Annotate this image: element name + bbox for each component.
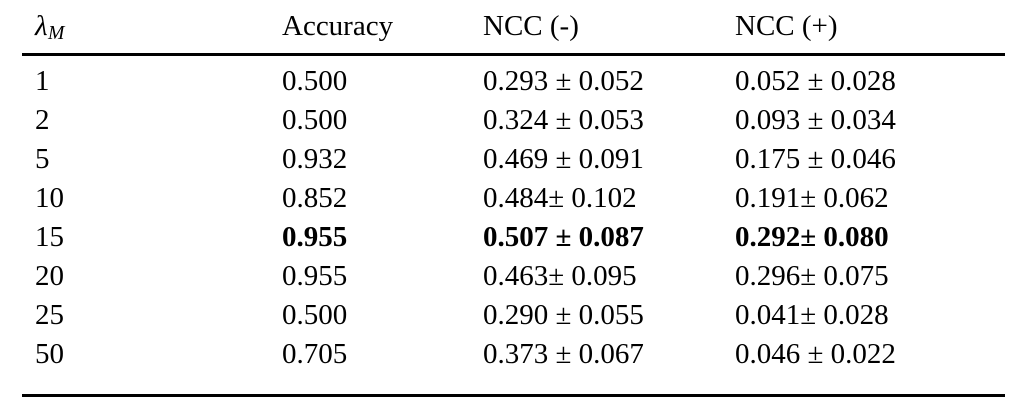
ncc-pos-cell: 0.175 ± 0.046 [735,143,896,175]
accuracy-cell: 0.705 [282,338,348,370]
ncc-pos-cell: 0.093 ± 0.034 [735,104,896,136]
ncc-neg-cell: 0.293 ± 0.052 [483,65,644,97]
column-header-ncc-neg: NCC (-) [483,0,735,56]
table-row: 1 0.500 0.293 ± 0.052 0.052 ± 0.028 [22,55,1005,102]
ncc-neg-cell: 0.469 ± 0.091 [483,143,644,175]
lambda-m-cell: 2 [35,104,50,136]
table-row: 10 0.852 0.484± 0.102 0.191± 0.062 [22,179,1005,218]
column-header-ncc-pos: NCC (+) [735,0,1005,56]
ncc-neg-cell: 0.373 ± 0.067 [483,338,644,370]
table-row: 2 0.500 0.324 ± 0.053 0.093 ± 0.034 [22,101,1005,140]
ncc-pos-cell: 0.296± 0.075 [735,260,889,292]
table-row: 25 0.500 0.290 ± 0.055 0.041± 0.028 [22,296,1005,335]
table-body: 1 0.500 0.293 ± 0.052 0.052 ± 0.028 2 0.… [22,55,1005,396]
ncc-pos-cell: 0.052 ± 0.028 [735,65,896,97]
ncc-neg-cell: 0.324 ± 0.053 [483,104,644,136]
column-header-lambda-m: λM [22,0,282,56]
lambda-m-cell: 20 [35,260,64,292]
header-row: λM Accuracy NCC (-) NCC (+) [22,0,1005,56]
accuracy-cell: 0.500 [282,65,348,97]
ncc-neg-cell: 0.463± 0.095 [483,260,637,292]
accuracy-cell: 0.955 [282,260,348,292]
accuracy-cell: 0.500 [282,299,348,331]
accuracy-cell: 0.500 [282,104,348,136]
accuracy-cell: 0.932 [282,143,348,175]
ncc-pos-cell: 0.041± 0.028 [735,299,889,331]
ncc-neg-cell: 0.484± 0.102 [483,182,637,214]
accuracy-cell: 0.852 [282,182,348,214]
lambda-m-cell: 1 [35,65,50,97]
ncc-pos-cell: 0.046 ± 0.022 [735,338,896,370]
ncc-neg-cell: 0.507 ± 0.087 [483,221,644,253]
results-table: λM Accuracy NCC (-) NCC (+) 1 0.500 0.29… [22,0,1005,397]
table-row: 20 0.955 0.463± 0.095 0.296± 0.075 [22,257,1005,296]
lambda-m-cell: 25 [35,299,64,331]
lambda-m-cell: 15 [35,221,64,253]
lambda-symbol: λ [35,10,48,42]
lambda-m-cell: 10 [35,182,64,214]
lambda-m-cell: 50 [35,338,64,370]
ncc-neg-cell: 0.290 ± 0.055 [483,299,644,331]
ncc-pos-cell: 0.191± 0.062 [735,182,889,214]
ncc-pos-cell: 0.292± 0.080 [735,221,889,253]
table-row-best: 15 0.955 0.507 ± 0.087 0.292± 0.080 [22,218,1005,257]
table-row: 5 0.932 0.469 ± 0.091 0.175 ± 0.046 [22,140,1005,179]
column-header-accuracy: Accuracy [282,0,483,56]
table-row: 50 0.705 0.373 ± 0.067 0.046 ± 0.022 [22,335,1005,396]
accuracy-cell: 0.955 [282,221,348,253]
table-header: λM Accuracy NCC (-) NCC (+) [22,0,1005,56]
lambda-subscript: M [47,22,65,45]
lambda-m-cell: 5 [35,143,50,175]
